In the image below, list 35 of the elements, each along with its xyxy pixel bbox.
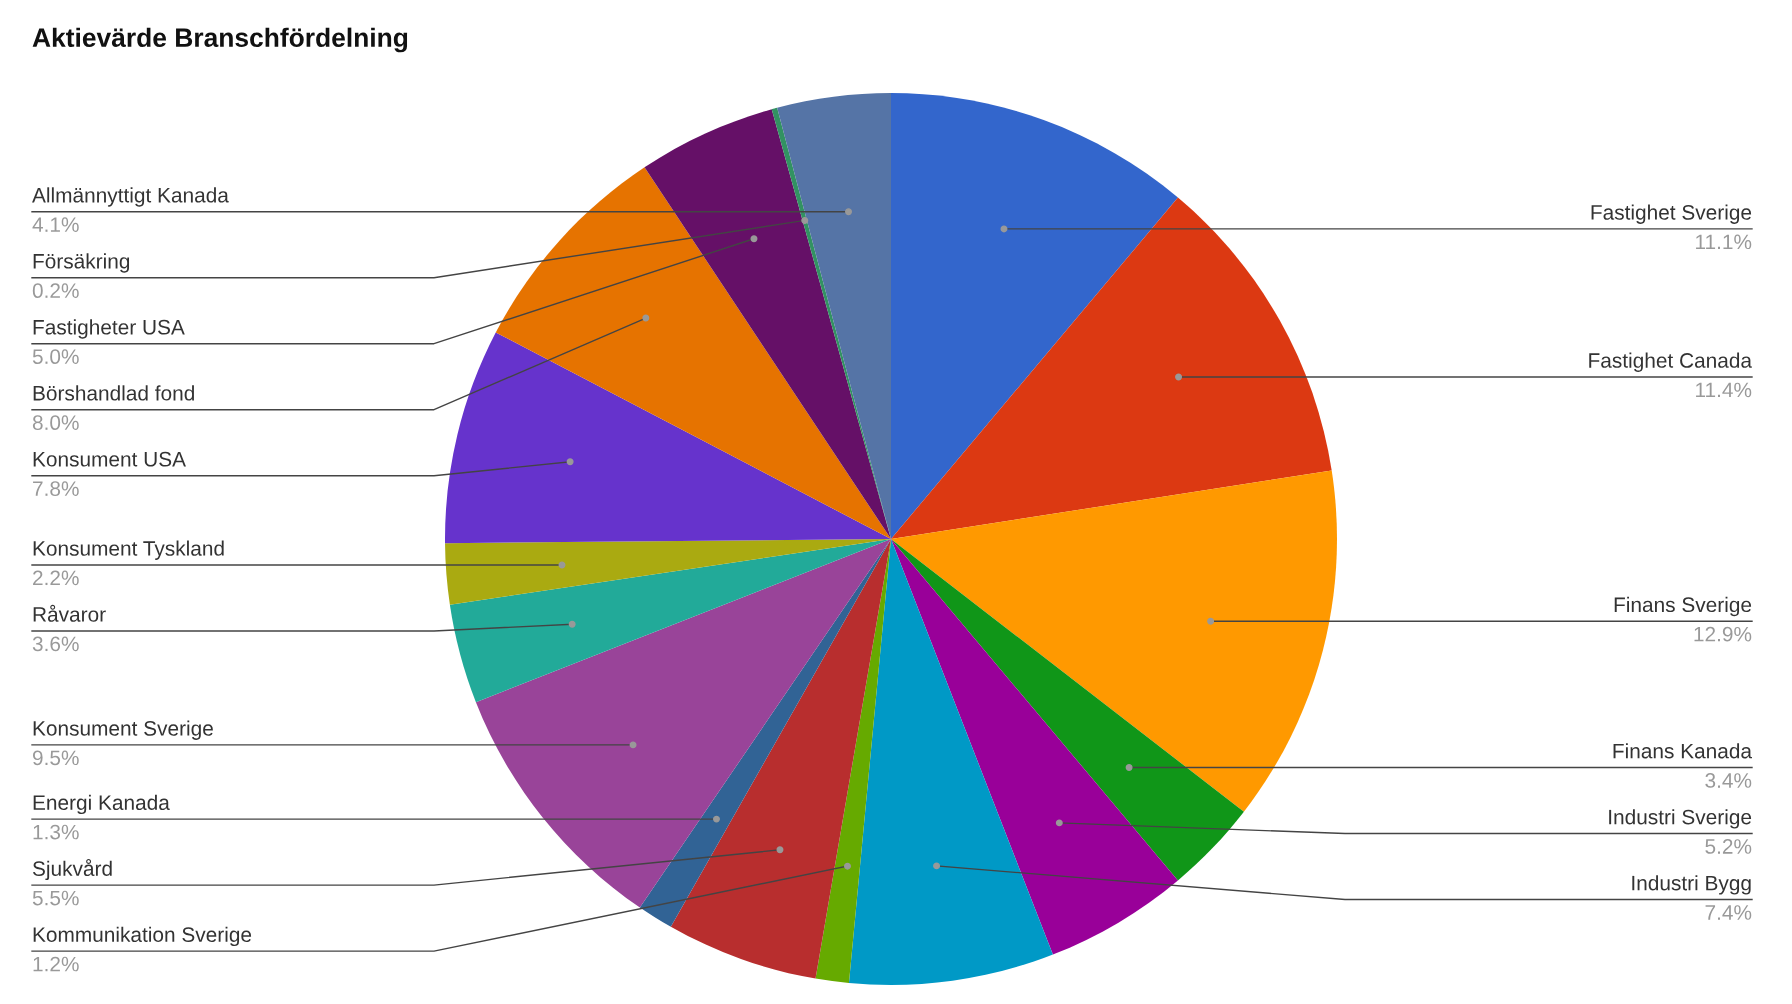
slice-label: Konsument Sverige [33, 720, 213, 740]
data-label: 5.2% [1705, 839, 1752, 854]
slice-label: Konsument Tyskland [33, 540, 224, 560]
slice-label: Konsument USA [33, 451, 186, 467]
data-label: 7.8% [33, 481, 79, 497]
data-label: 11.4% [1696, 382, 1752, 398]
data-label: 1.3% [33, 824, 79, 840]
slice-label: Fastigheter USA [33, 319, 185, 339]
data-label: 5.5% [32, 890, 79, 906]
chart-title: Aktievärde Branschfördelning [32, 27, 408, 53]
slice-label: Industri Sverige [1609, 809, 1752, 829]
slice-label: Finans Kanada [1613, 743, 1753, 759]
data-label: 3.6% [32, 636, 79, 652]
data-label: 9.5% [32, 750, 79, 766]
data-label: 0.2% [32, 283, 79, 299]
data-label: 2.2% [33, 570, 79, 586]
slice-label: Råvaror [33, 604, 106, 622]
slice-label: Finans Sverige [1614, 596, 1752, 617]
slice-label: Sjukvård [32, 859, 112, 881]
data-label: 8.0% [32, 415, 79, 431]
data-label: 11.1% [1696, 234, 1752, 250]
slice-label: Försäkring [33, 253, 130, 273]
data-label: 4.1% [32, 217, 79, 232]
slice-label: Industri Bygg [1632, 875, 1751, 895]
data-label: 1.2% [33, 956, 79, 972]
data-label: 12.9% [1694, 626, 1752, 642]
data-label: 5.0% [32, 349, 79, 365]
slice-label: Fastighet Sverige [1591, 204, 1752, 224]
slice-label: Börshandlad fond [33, 385, 194, 401]
data-label: 3.4% [1705, 773, 1752, 788]
slice-label: Energi Kanada [33, 794, 170, 815]
slice-label: Fastighet Canada [1589, 352, 1753, 372]
data-label: 7.4% [1705, 905, 1752, 920]
slice-label: Allmännyttigt Kanada [32, 187, 229, 207]
slice-label: Kommunikation Sverige [33, 926, 252, 947]
